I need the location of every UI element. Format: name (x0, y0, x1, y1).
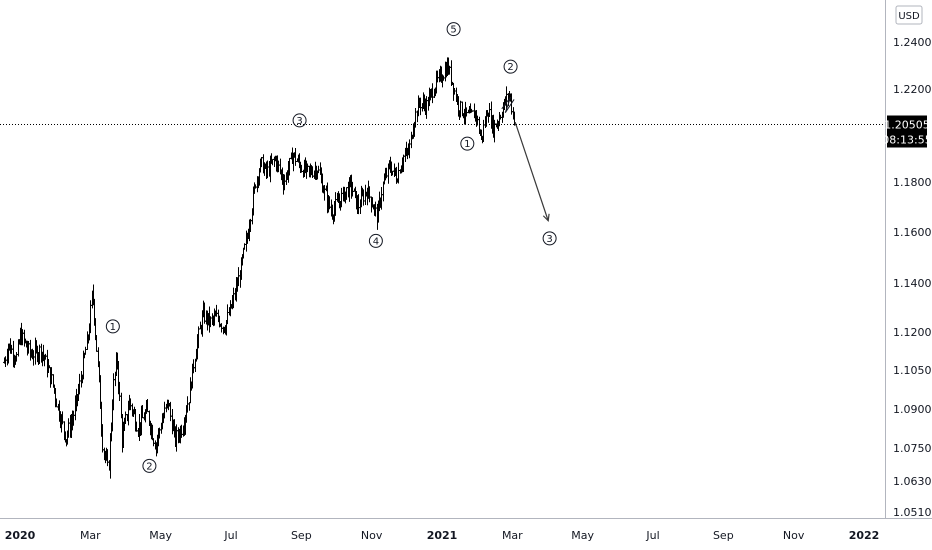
candle (23, 329, 26, 347)
candles-layer (3, 57, 516, 479)
time-tick-label: May (571, 529, 594, 542)
last-price-value: 1.20505 (884, 119, 930, 132)
wave-label[interactable]: 1 (105, 319, 120, 334)
drawing-layer: 3 4 5 1 2 3 1 2 (105, 22, 557, 473)
price-tick-label: 1.22000 (893, 83, 932, 96)
wave-label-number: 1 (110, 322, 116, 333)
wave-label[interactable]: 3 (292, 113, 307, 128)
candle (188, 402, 191, 411)
price-axis[interactable]: 1.24000 1.22000 1.18000 1.16000 1.14000 1.120… (893, 36, 932, 519)
price-tick-label: 1.16000 (893, 226, 932, 239)
price-tick-label: 1.06300 (893, 475, 932, 488)
currency-label: USD (898, 11, 920, 22)
wave-label-number: 1 (464, 139, 470, 150)
price-tick-label: 1.14000 (893, 277, 932, 290)
time-tick-label: May (149, 529, 172, 542)
wave-label-number: 4 (373, 236, 379, 247)
wave-label[interactable]: 3 (542, 231, 557, 246)
projection-arrow[interactable] (514, 121, 550, 223)
price-tick-label: 1.10500 (893, 364, 932, 377)
wave-label[interactable]: 1 (460, 136, 475, 151)
wave-label[interactable]: 4 (368, 233, 383, 248)
wave-label[interactable]: 5 (446, 22, 461, 37)
candle (382, 181, 385, 202)
price-tick-label: 1.07500 (893, 442, 932, 455)
time-tick-label: 2021 (427, 529, 458, 542)
bar-countdown: 08:13:55 (882, 134, 931, 147)
price-tick-label: 1.09000 (893, 403, 932, 416)
triangle-pattern[interactable] (501, 96, 515, 113)
time-tick-label: Jul (223, 529, 237, 542)
last-price-tag: 1.20505 08:13:55 (882, 115, 932, 148)
price-tick-label: 1.18000 (893, 176, 932, 189)
candle (317, 165, 320, 174)
candle (410, 131, 413, 149)
wave-label[interactable]: 2 (503, 59, 518, 74)
price-tick-label: 1.24000 (893, 36, 932, 49)
time-tick-label: 2020 (5, 529, 36, 542)
time-tick-label: Nov (783, 529, 805, 542)
time-tick-label: Sep (713, 529, 734, 542)
time-tick-label: Sep (291, 529, 312, 542)
candle (152, 438, 155, 447)
wave-label[interactable]: 2 (142, 458, 157, 473)
wave-label-number: 2 (146, 461, 152, 472)
candle (226, 304, 229, 325)
time-tick-label: Mar (80, 529, 101, 542)
wave-label-number: 5 (450, 25, 456, 36)
time-axis[interactable]: 2020 Mar May Jul Sep Nov 2021 Mar May Jul Sep Nov 20… (5, 529, 880, 542)
time-tick-label: 2022 (849, 529, 880, 542)
wave-label-number: 3 (546, 234, 552, 245)
price-tick-label: 1.05100 (893, 506, 932, 519)
wave-label-number: 3 (296, 116, 302, 127)
price-tick-label: 1.12000 (893, 326, 932, 339)
time-tick-label: Nov (361, 529, 383, 542)
time-tick-label: Mar (502, 529, 523, 542)
currency-button[interactable]: USD (895, 5, 923, 25)
time-tick-label: Jul (645, 529, 659, 542)
wave-label-number: 2 (507, 62, 513, 73)
